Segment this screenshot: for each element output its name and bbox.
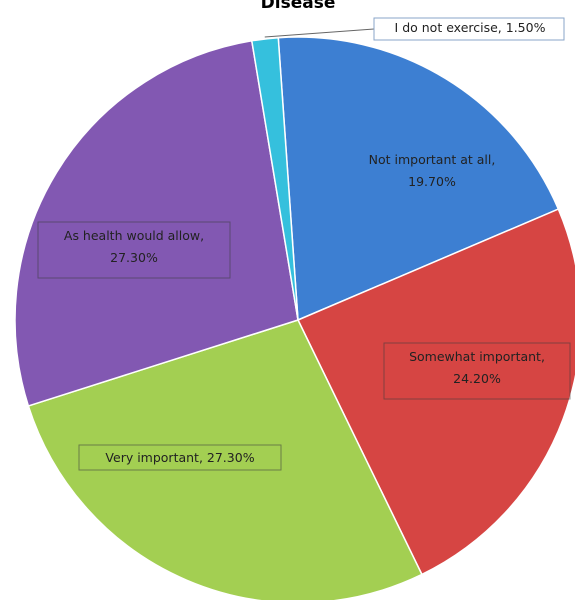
data-label-as-health-would-allow: As health would allow, 27.30% xyxy=(37,221,231,279)
pie-labels: Not important at all, 19.70% Somewhat impo… xyxy=(37,17,571,471)
data-label-box xyxy=(37,221,231,279)
pie-slices xyxy=(14,36,575,600)
data-label-box xyxy=(373,17,565,41)
pie-slice-somewhat-important xyxy=(296,208,575,576)
data-label-value: 24.20% xyxy=(453,371,501,386)
data-label-value: 27.30% xyxy=(110,250,158,265)
data-label-text: As health would allow, xyxy=(64,228,204,243)
pie-slice-as-health-would-allow xyxy=(14,39,299,407)
data-label-value: 19.70% xyxy=(408,174,456,189)
data-label-text: Somewhat important, xyxy=(409,349,545,364)
pie-slice-i-do-not-exercise xyxy=(250,36,299,321)
data-label-text: Not important at all, xyxy=(369,152,496,167)
leader-line xyxy=(264,28,375,38)
pie-slice-not-important-at-all xyxy=(277,36,560,322)
pie-slice-very-important xyxy=(27,319,423,600)
chart-title: Disease xyxy=(261,0,336,13)
data-label-text: Very important, 27.30% xyxy=(105,450,254,465)
data-label-not-important-at-all: Not important at all, 19.70% xyxy=(369,152,496,189)
data-label-text: I do not exercise, 1.50% xyxy=(395,20,546,35)
data-label-very-important: Very important, 27.30% xyxy=(78,444,282,471)
data-label-i-do-not-exercise: I do not exercise, 1.50% xyxy=(373,17,565,41)
data-label-box xyxy=(78,444,282,471)
data-label-box xyxy=(383,342,571,400)
data-label-somewhat-important: Somewhat important, 24.20% xyxy=(383,342,571,400)
